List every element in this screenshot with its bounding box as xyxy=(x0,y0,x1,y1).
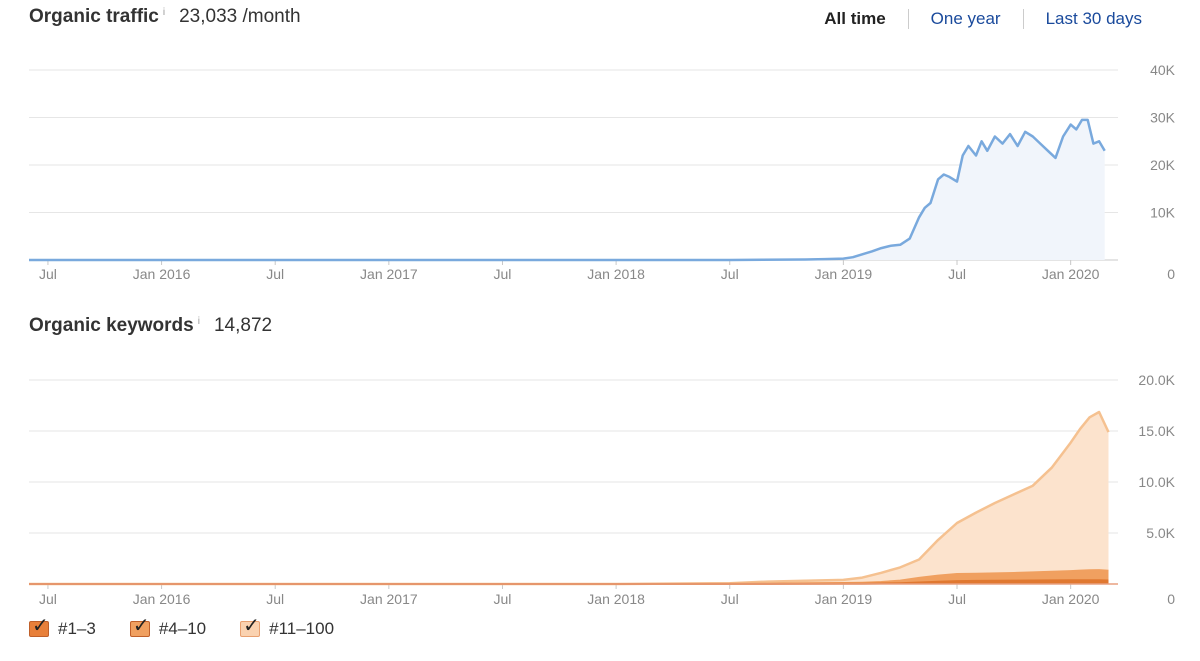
traffic-x-tick-label: Jul xyxy=(494,266,512,282)
keywords-legend: ✓ #1–3 ✓ #4–10 ✓ #11–100 xyxy=(29,616,368,639)
legend-checkbox-4-10[interactable]: ✓ xyxy=(129,616,150,637)
legend-label-top3: #1–3 xyxy=(58,619,96,638)
keywords-x-tick-label: Jan 2019 xyxy=(815,591,873,607)
keywords-x-tick-label: Jul xyxy=(266,591,284,607)
keywords-value: 14,872 xyxy=(213,315,273,336)
keywords-x-tick-label: Jul xyxy=(721,591,739,607)
traffic-x-tick-label: Jan 2017 xyxy=(360,266,418,282)
time-range-tabs: All time One year Last 30 days xyxy=(824,9,1142,29)
traffic-x-tick-label: Jan 2016 xyxy=(133,266,191,282)
traffic-x-tick-label: Jan 2020 xyxy=(1042,266,1100,282)
keywords-y-tick-label: 10.0K xyxy=(1138,474,1175,490)
traffic-value: 23,033 /month xyxy=(179,6,301,27)
traffic-y-tick-label: 20K xyxy=(1150,157,1176,173)
legend-item-11-100[interactable]: ✓ #11–100 xyxy=(240,616,335,639)
keywords-section-title: Organic keywords i 14,872 xyxy=(29,315,272,337)
traffic-y-tick-label: 40K xyxy=(1150,62,1176,78)
keywords-title-text: Organic keywords xyxy=(29,315,194,336)
traffic-area-fill xyxy=(29,119,1105,261)
checkmark-icon: ✓ xyxy=(132,615,150,637)
traffic-x-tick-label: Jul xyxy=(721,266,739,282)
traffic-line xyxy=(29,118,1106,262)
tab-last-30-days[interactable]: Last 30 days xyxy=(1045,9,1142,28)
traffic-x-tick-label: Jul xyxy=(948,266,966,282)
traffic-y-tick-label: 30K xyxy=(1150,110,1176,126)
legend-checkbox-11-100[interactable]: ✓ xyxy=(240,616,261,637)
keywords-x-tick-label: Jan 2020 xyxy=(1042,591,1100,607)
checkmark-icon: ✓ xyxy=(243,615,260,637)
keywords-x-tick-label: Jan 2018 xyxy=(587,591,645,607)
keywords-x-tick-label: Jan 2016 xyxy=(133,591,191,607)
legend-item-top3[interactable]: ✓ #1–3 xyxy=(29,616,96,639)
keywords-area-11-100 xyxy=(29,412,1109,584)
traffic-y-tick-label: 10K xyxy=(1150,205,1176,221)
traffic-x-tick-label: Jul xyxy=(266,266,284,282)
traffic-info-icon[interactable]: i xyxy=(162,6,166,18)
checkmark-icon: ✓ xyxy=(32,615,49,637)
keywords-x-tick-label: Jul xyxy=(39,591,57,607)
keywords-y-tick-label: 0 xyxy=(1167,591,1175,607)
tab-one-year[interactable]: One year xyxy=(930,9,1001,28)
traffic-y-tick-label: 0 xyxy=(1167,266,1175,282)
keywords-y-tick-label: 20.0K xyxy=(1138,372,1175,388)
tab-separator xyxy=(907,9,909,29)
keywords-x-tick-label: Jul xyxy=(494,591,512,607)
traffic-x-tick-label: Jan 2018 xyxy=(587,266,645,282)
tab-all-time[interactable]: All time xyxy=(824,9,886,28)
legend-label-4-10: #4–10 xyxy=(158,619,207,638)
traffic-title-text: Organic traffic xyxy=(29,6,159,27)
legend-checkbox-top3[interactable]: ✓ xyxy=(29,616,49,637)
keywords-y-tick-label: 15.0K xyxy=(1138,423,1175,439)
keywords-info-icon[interactable]: i xyxy=(197,315,200,327)
traffic-chart[interactable]: 0 10K 20K 30K 40K Jul Jan 2016 Jul Jan 2017 Jul Ja… xyxy=(0,40,1200,290)
keywords-x-tick-label: Jan 2017 xyxy=(360,591,418,607)
legend-item-4-10[interactable]: ✓ #4–10 xyxy=(129,616,207,639)
tab-separator xyxy=(1022,9,1024,29)
traffic-x-tick-label: Jan 2019 xyxy=(815,266,873,282)
keywords-chart[interactable]: 0 5.0K 10.0K 15.0K 20.0K Jul Jan 2016 Jul Jan 20… xyxy=(0,350,1200,615)
keywords-x-tick-label: Jul xyxy=(948,591,966,607)
traffic-x-tick-label: Jul xyxy=(39,266,57,282)
traffic-section-title: Organic traffic i 23,033 /month xyxy=(29,6,301,28)
keywords-y-tick-label: 5.0K xyxy=(1146,525,1175,541)
legend-label-11-100: #11–100 xyxy=(269,619,335,638)
